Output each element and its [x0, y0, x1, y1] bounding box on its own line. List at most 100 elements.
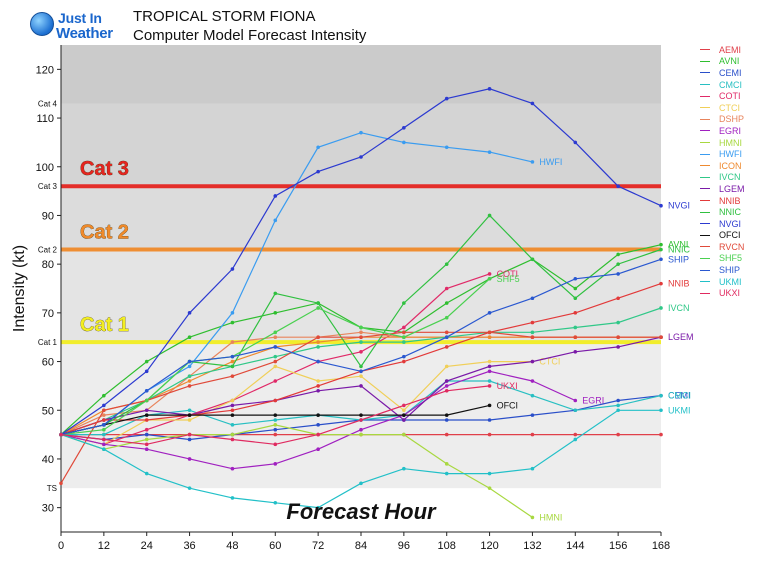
- point-aemi: [444, 432, 449, 437]
- legend-item-shf5: SHF5: [700, 253, 758, 265]
- y-axis-label: Intensity (kt): [11, 245, 28, 332]
- just-in-weather-logo: Just In Weather: [30, 10, 130, 46]
- point-ofci: [144, 413, 149, 417]
- point-hmni: [530, 515, 535, 520]
- chart-title-line1: TROPICAL STORM FIONA: [133, 8, 316, 25]
- point-ship: [359, 369, 363, 374]
- point-lgem: [230, 403, 235, 408]
- point-nnic: [573, 296, 578, 301]
- point-nnib: [659, 281, 663, 286]
- legend-label: UKMI: [719, 276, 742, 287]
- x-tick-label: 168: [652, 540, 670, 552]
- point-cemi: [616, 398, 620, 403]
- point-cmci: [230, 423, 235, 427]
- point-ship: [402, 354, 406, 359]
- end-label-ctci: CTCI: [539, 357, 560, 367]
- point-nnic: [316, 301, 320, 305]
- x-tick-label: 72: [312, 540, 324, 552]
- point-ofci: [187, 413, 192, 417]
- point-ctci: [187, 418, 192, 422]
- point-nnib: [316, 384, 320, 388]
- point-shf5: [402, 335, 406, 340]
- end-label-avni: AVNI: [668, 240, 688, 250]
- legend-item-cmci: CMCI: [700, 79, 758, 91]
- point-ivcn: [187, 374, 192, 378]
- point-cemi: [273, 427, 278, 432]
- point-ukmi: [487, 471, 492, 476]
- legend-swatch: [700, 107, 710, 109]
- legend-swatch: [700, 281, 710, 283]
- point-avni: [659, 242, 663, 247]
- point-ship: [659, 257, 663, 262]
- category-banner-cat1: Cat 1: [80, 314, 129, 336]
- point-ukmi: [444, 471, 449, 476]
- x-tick-label: 132: [523, 540, 541, 552]
- category-label-cat3: Cat 3: [38, 182, 58, 191]
- point-ukmi: [402, 466, 406, 471]
- legend-item-rvcn: RVCN: [700, 241, 758, 253]
- point-rvcn: [273, 359, 278, 364]
- point-hmni: [402, 432, 406, 437]
- point-ukxi: [59, 432, 63, 437]
- point-ofci: [444, 413, 449, 417]
- y-tick-label: 70: [42, 308, 54, 320]
- point-nnic: [402, 301, 406, 305]
- point-aemi: [573, 432, 578, 437]
- legend-swatch: [700, 118, 710, 120]
- point-shf5: [273, 330, 278, 335]
- point-hwfi: [487, 150, 492, 154]
- point-lgem: [487, 364, 492, 369]
- legend-label: UKXI: [719, 288, 741, 299]
- point-lgem: [359, 384, 363, 388]
- point-hmni: [144, 437, 149, 442]
- point-aemi: [487, 432, 492, 437]
- x-tick-label: 60: [269, 540, 281, 552]
- point-shf5: [444, 315, 449, 320]
- legend-label: COTI: [719, 91, 741, 102]
- legend-item-hwfi: HWFI: [700, 148, 758, 160]
- point-ukxi: [444, 388, 449, 393]
- point-egri: [359, 427, 363, 432]
- end-label-hmni: HMNI: [539, 512, 562, 522]
- point-cemi: [316, 423, 320, 427]
- point-nvgi: [187, 311, 192, 315]
- legend-label: CTCI: [719, 102, 740, 113]
- point-rvcn: [230, 374, 235, 378]
- point-shf5: [316, 306, 320, 310]
- point-dshp: [102, 413, 106, 417]
- point-ctci: [402, 408, 406, 413]
- x-tick-label: 24: [141, 540, 153, 552]
- end-label-nnib: NNIB: [668, 279, 690, 289]
- series-line-ctci: [60, 361, 533, 445]
- legend-swatch: [700, 60, 710, 62]
- point-ctci: [444, 364, 449, 369]
- point-ukxi: [316, 432, 320, 437]
- point-nvgi: [102, 403, 106, 408]
- end-label-ship: SHIP: [668, 254, 689, 264]
- point-ukxi: [102, 437, 106, 442]
- point-icon: [187, 379, 192, 383]
- point-lgem: [530, 359, 535, 364]
- point-coti: [402, 325, 406, 330]
- point-nnib: [402, 359, 406, 364]
- point-cmci: [273, 418, 278, 422]
- point-nnib: [530, 320, 535, 325]
- band-cat4: [61, 45, 661, 104]
- point-rvcn: [616, 335, 620, 340]
- point-ivcn: [573, 325, 578, 330]
- point-ukmi: [530, 466, 535, 471]
- point-nnic: [487, 213, 492, 218]
- legend-item-coti: COTI: [700, 90, 758, 102]
- point-shf5: [102, 427, 106, 432]
- point-coti: [444, 286, 449, 291]
- legend-swatch: [700, 95, 710, 97]
- legend-label: LGEM: [719, 183, 745, 194]
- legend-swatch: [700, 49, 710, 51]
- legend-swatch: [700, 176, 710, 178]
- legend-item-nnib: NNIB: [700, 195, 758, 207]
- point-coti: [273, 379, 278, 383]
- point-lgem: [444, 379, 449, 383]
- point-ukmi: [144, 471, 149, 476]
- point-ctci: [230, 398, 235, 403]
- point-nnic: [230, 364, 235, 369]
